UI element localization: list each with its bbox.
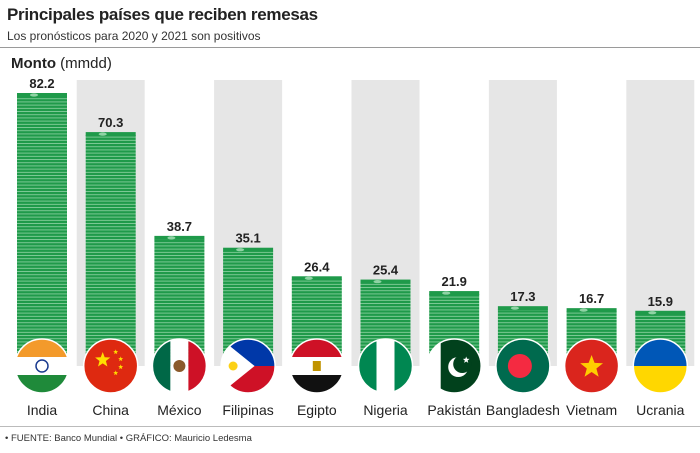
value-label: 15.9 [648, 294, 673, 309]
bar-india [17, 93, 67, 366]
value-label: 26.4 [304, 259, 330, 274]
category-label: Nigeria [363, 402, 408, 418]
header-divider [0, 47, 700, 48]
value-label: 70.3 [98, 115, 123, 130]
category-label: Pakistán [427, 402, 481, 418]
category-label: Filipinas [222, 402, 273, 418]
y-axis-label: Monto (mmdd) [11, 55, 112, 72]
china-flag-icon [82, 338, 139, 394]
nigeria-flag-icon [357, 338, 414, 394]
value-label: 38.7 [167, 219, 192, 234]
chart-title: Principales países que reciben remesas [7, 5, 318, 24]
value-label: 16.7 [579, 291, 604, 306]
pakistan-flag-icon [426, 338, 482, 394]
mexico-flag-icon [151, 338, 208, 394]
bar-china [85, 132, 136, 366]
bangladesh-flag-icon [495, 338, 551, 394]
category-label: China [92, 402, 129, 418]
india-flag-icon [14, 338, 70, 394]
value-label: 17.3 [510, 289, 535, 304]
category-label: India [27, 402, 58, 418]
category-label: Vietnam [566, 402, 617, 418]
vietnam-flag-icon [563, 338, 620, 394]
value-label: 25.4 [373, 263, 399, 278]
philippines-flag-icon [220, 338, 276, 394]
y-axis-label-bold: Monto [11, 55, 56, 72]
value-label: 21.9 [442, 274, 467, 289]
source-note: • FUENTE: Banco Mundial • GRÁFICO: Mauri… [5, 433, 252, 444]
egypt-flag-icon [289, 338, 345, 394]
chart-subtitle: Los pronósticos para 2020 y 2021 son pos… [7, 29, 261, 43]
category-label: Ucrania [636, 402, 684, 418]
category-label: Egipto [297, 402, 337, 418]
category-label: Bangladesh [486, 402, 560, 418]
value-label: 82.2 [29, 76, 54, 91]
ukraine-flag-icon [632, 338, 689, 394]
category-label: México [157, 402, 202, 418]
value-label: 35.1 [235, 231, 260, 246]
footer-divider [0, 426, 700, 427]
y-axis-label-unit: (mmdd) [60, 55, 112, 72]
